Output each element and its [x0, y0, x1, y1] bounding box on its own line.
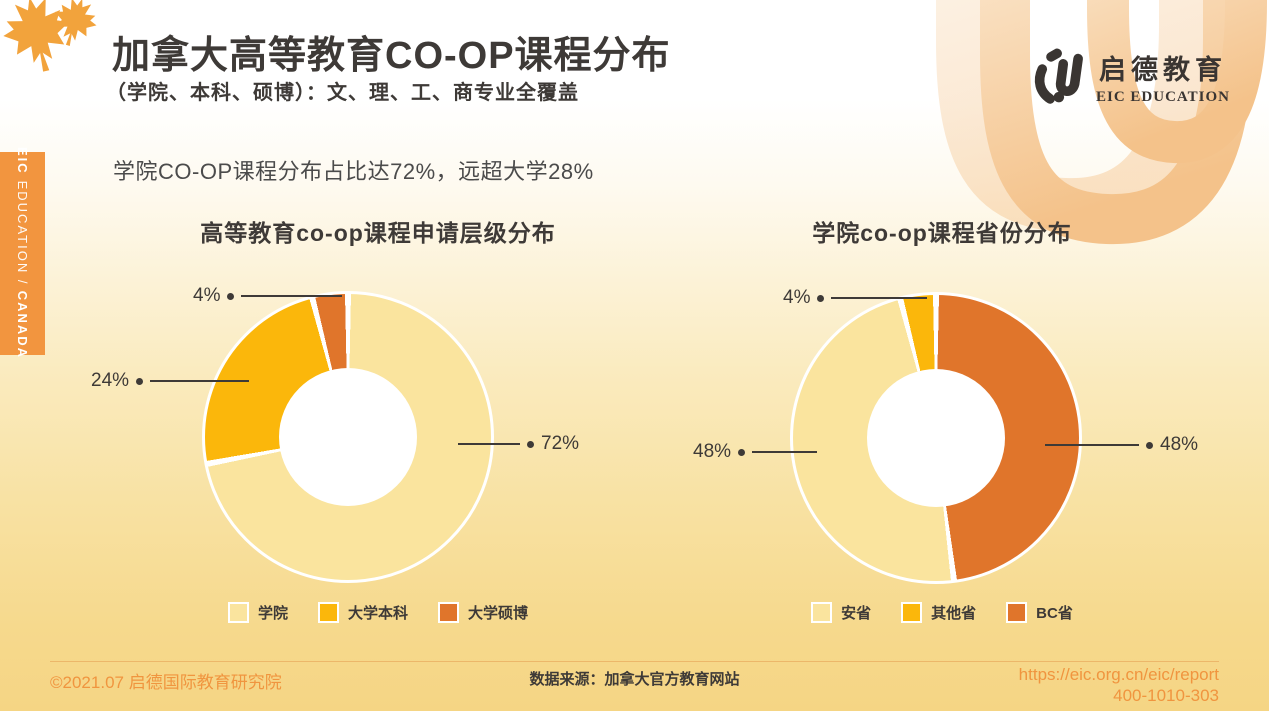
callout-label: 48%	[1160, 434, 1199, 455]
page-title: 加拿大高等教育CO-OP课程分布	[112, 35, 671, 77]
footer-data-source: 数据来源：加拿大官方教育网站	[529, 671, 740, 688]
legend-swatch	[811, 602, 833, 623]
callout-dot	[738, 448, 746, 456]
callout-dot	[817, 294, 825, 302]
page-subtitle: （学院、本科、硕博）：文、理、工、商专业全覆盖	[106, 82, 579, 104]
legend-item-college: 学院	[227, 602, 288, 623]
legend-swatch	[438, 602, 459, 623]
donut-chart-province-distribution	[790, 292, 1082, 584]
callout-dot	[1146, 441, 1153, 449]
callout-label: 24%	[91, 370, 130, 391]
footer-contact: https://eic.org.cn/eic/report 400-1010-3…	[1019, 664, 1219, 706]
legend-item-bachelor: 大学本科	[317, 602, 408, 623]
callout-college: 72%	[458, 433, 580, 454]
callout-label: 4%	[783, 287, 811, 308]
callout-line	[150, 380, 250, 382]
legend-swatch	[1006, 602, 1028, 623]
eic-logo: 启德教育 EIC EDUCATION	[1030, 46, 1230, 108]
legend-label: 学院	[257, 605, 288, 622]
callout-dot	[227, 292, 235, 300]
legend-swatch	[901, 602, 923, 623]
callout-label: 72%	[541, 433, 580, 454]
footer-report-url: https://eic.org.cn/eic/report	[1018, 665, 1219, 684]
key-insight-text: 学院CO-OP课程分布占比达72%，远超大学28%	[113, 159, 594, 184]
chart-title-province-distribution: 学院co-op课程省份分布	[812, 220, 1072, 246]
side-tab-prefix: EIC	[15, 147, 30, 176]
eic-canada-side-tab: EIC EDUCATION / CANADA	[0, 147, 45, 360]
callout-dot	[527, 440, 534, 448]
callout-bachelor: 24%	[91, 370, 250, 391]
callout-bc: 48%	[1045, 434, 1199, 455]
eic-logo-name-en: EIC EDUCATION	[1096, 89, 1230, 105]
footer-phone: 400-1010-303	[1113, 686, 1219, 705]
chart-title-level-distribution: 高等教育co-op课程申请层级分布	[200, 220, 556, 246]
legend-item-masters-phd: 大学硕博	[438, 602, 528, 623]
callout-line	[1045, 444, 1139, 446]
side-tab-middle: EDUCATION /	[15, 175, 30, 292]
callout-line	[241, 295, 343, 297]
donut-chart-level-distribution	[202, 291, 494, 583]
callout-label: 48%	[693, 441, 732, 462]
footer-copyright: ©2021.07 启德国际教育研究院	[50, 673, 282, 692]
legend-label: 其他省	[931, 605, 977, 622]
legend-province-distribution: 安省 其他省 BC省	[722, 602, 1162, 623]
callout-line	[458, 443, 520, 445]
legend-label: 安省	[841, 605, 872, 622]
legend-label: BC省	[1036, 605, 1073, 622]
callout-ontario: 48%	[693, 441, 818, 462]
legend-swatch	[227, 602, 249, 623]
callout-masters-phd: 4%	[193, 285, 343, 306]
callout-line	[752, 451, 818, 453]
legend-item-other-provinces: 其他省	[901, 602, 976, 623]
legend-label: 大学本科	[347, 605, 408, 622]
callout-label: 4%	[193, 285, 221, 306]
legend-item-ontario: 安省	[811, 602, 871, 623]
legend-swatch	[317, 602, 339, 623]
side-tab-suffix: CANADA	[15, 291, 30, 360]
legend-label: 大学硕博	[468, 605, 529, 622]
side-tab-label: EIC EDUCATION / CANADA	[15, 147, 30, 359]
brand-swoosh-decoration	[936, 0, 1267, 245]
callout-other-provinces: 4%	[783, 287, 928, 308]
maple-leaves-icon	[3, 0, 97, 72]
legend-level-distribution: 学院 大学本科 大学硕博	[158, 602, 598, 623]
footer-divider	[50, 661, 1219, 662]
eic-logo-mark-icon	[1034, 48, 1083, 104]
legend-item-bc: BC省	[1006, 602, 1073, 623]
callout-dot	[136, 377, 144, 385]
eic-logo-name-cn: 启德教育	[1099, 55, 1227, 85]
callout-line	[831, 297, 928, 299]
